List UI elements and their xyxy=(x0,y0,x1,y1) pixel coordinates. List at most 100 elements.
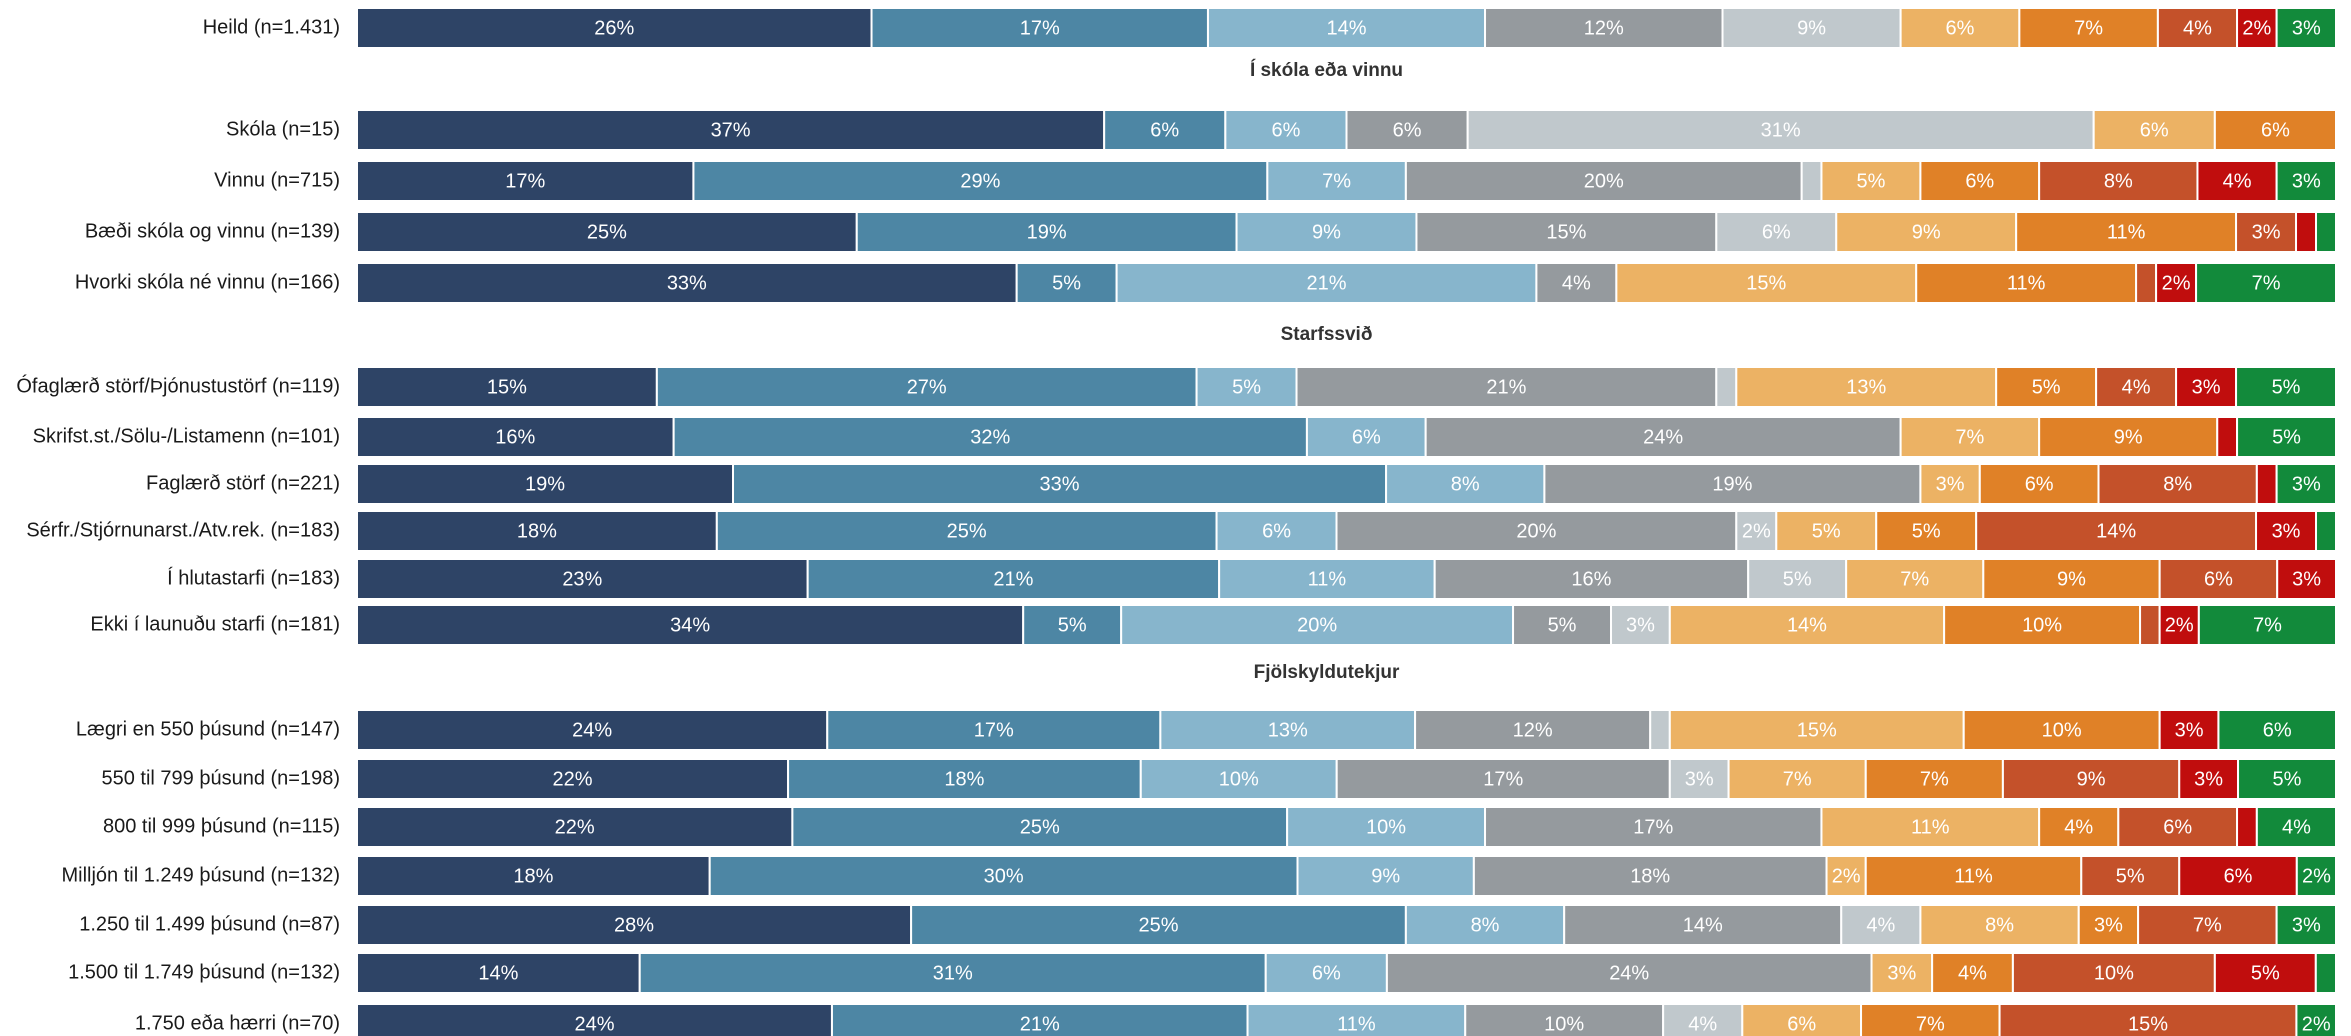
row-label: Milljón til 1.249 þúsund (n=132) xyxy=(61,864,340,886)
bar-segment xyxy=(1266,160,1407,202)
bar-segment xyxy=(1899,416,2041,458)
bar-row: 1.250 til 1.499 þúsund (n=87) 28% 25% 8% 14%… xyxy=(79,904,2337,946)
data-label: 7% xyxy=(1916,1013,1945,1035)
data-label: 11% xyxy=(2107,221,2146,243)
data-label: 5% xyxy=(2032,376,2061,398)
data-label: 7% xyxy=(1955,426,1984,448)
bar-row: Faglærð störf (n=221) 19% 33% 8% 19% 3% 6% 8% 3% xyxy=(146,463,2337,505)
bar-row: Heild (n=1.431) 26% 17% 14% 12% 9% 6% 7% 4% 2% 3% xyxy=(203,7,2337,49)
data-label: 30% xyxy=(984,865,1024,887)
bar-segment xyxy=(1295,366,1718,408)
bar-segment xyxy=(2139,604,2161,646)
bar-row: Hvorki skóla né vinnu (n=166) 33% 5% 21% 4% 1… xyxy=(75,262,2338,304)
bar-segment xyxy=(1424,416,1902,458)
bar-segment xyxy=(1235,211,1418,253)
data-label: 34% xyxy=(670,614,710,636)
bar-segment xyxy=(1512,604,1613,646)
bar-segment xyxy=(1535,262,1618,304)
data-label: 7% xyxy=(2074,17,2103,39)
data-label: 6% xyxy=(1946,17,1975,39)
data-label: 4% xyxy=(1688,1013,1717,1035)
data-label: 6% xyxy=(2261,119,2290,141)
row-label: Faglærð störf (n=221) xyxy=(146,472,340,494)
bar-segment xyxy=(1899,7,2021,49)
bar-segment xyxy=(870,7,1209,49)
data-label: 3% xyxy=(2292,914,2321,936)
data-label: 3% xyxy=(2252,221,2281,243)
bar-segment xyxy=(2195,262,2338,304)
data-label: 3% xyxy=(1685,768,1714,790)
bar-row: Sérfr./Stjórnunarst./Atv.rek. (n=183) 18%… xyxy=(26,510,2338,552)
row-label: 800 til 999 þúsund (n=115) xyxy=(103,815,340,837)
data-label: 6% xyxy=(2163,816,2192,838)
bar-row: 550 til 799 þúsund (n=198) 22% 18% 10% 17% 3%… xyxy=(101,758,2338,800)
data-label: 19% xyxy=(1712,473,1752,495)
bar-segment xyxy=(1995,366,2098,408)
bar-segment xyxy=(2213,109,2338,151)
data-label: 9% xyxy=(2077,768,2106,790)
data-label: 6% xyxy=(1271,119,1300,141)
bar-segment xyxy=(356,211,858,253)
bar-segment xyxy=(2255,463,2278,505)
data-label: 25% xyxy=(1020,816,1060,838)
bar-segment xyxy=(672,416,1308,458)
data-label: 2% xyxy=(1832,865,1861,887)
bar-segment xyxy=(2276,558,2337,600)
data-label: 28% xyxy=(614,914,654,936)
bar-segment xyxy=(1668,709,1965,751)
data-label: 4% xyxy=(1866,914,1895,936)
bar-segment xyxy=(1414,709,1652,751)
bar-segment xyxy=(1246,1003,1467,1036)
bar-segment xyxy=(1715,211,1838,253)
bar-segment xyxy=(2237,758,2338,800)
bar-segment xyxy=(1472,855,1828,897)
data-label: 7% xyxy=(2252,272,2281,294)
bar-row: 800 til 999 þúsund (n=115) 22% 25% 10% 17% 11… xyxy=(103,806,2338,848)
bar-row: 1.750 eða hærri (n=70) 24% 21% 11% 10% 4% 6% 7%… xyxy=(135,1003,2337,1036)
bar-segment xyxy=(1484,806,1823,848)
data-label: 4% xyxy=(2064,816,2093,838)
data-label: 37% xyxy=(711,119,751,141)
row-label: Ófaglærð störf/Þjónustustörf (n=119) xyxy=(16,374,340,397)
data-label: 9% xyxy=(1371,865,1400,887)
data-label: 2% xyxy=(2242,17,2271,39)
data-label: 11% xyxy=(1954,865,1993,887)
row-label: Skrifst.st./Sölu-/Listamenn (n=101) xyxy=(33,425,340,447)
bar-segment xyxy=(356,510,718,552)
bar-segment xyxy=(1735,366,1998,408)
data-label: 25% xyxy=(587,221,627,243)
data-label: 13% xyxy=(1268,719,1308,741)
data-label: 18% xyxy=(1630,865,1670,887)
bar-segment xyxy=(692,160,1269,202)
data-label: 6% xyxy=(1352,426,1381,448)
bar-segment xyxy=(2315,510,2338,552)
data-label: 11% xyxy=(1911,816,1950,838)
data-label: 6% xyxy=(1312,962,1341,984)
bar-row: Ófaglærð störf/Þjónustustörf (n=119) 15% 2… xyxy=(16,366,2338,408)
data-label: 14% xyxy=(1326,17,1366,39)
row-label: 1.250 til 1.499 þúsund (n=87) xyxy=(79,913,340,935)
data-label: 15% xyxy=(487,376,527,398)
data-label: 20% xyxy=(1297,614,1337,636)
data-label: 9% xyxy=(2057,568,2086,590)
data-label: 15% xyxy=(1746,272,1786,294)
bar-segment xyxy=(1215,510,1338,552)
section-title: Fjölskyldutekjur xyxy=(1254,662,1400,683)
bar-segment xyxy=(1195,366,1298,408)
bar-segment xyxy=(2275,7,2337,49)
data-label: 10% xyxy=(1544,1013,1584,1035)
data-label: 20% xyxy=(1516,520,1556,542)
bar-segment xyxy=(2235,211,2298,253)
data-label: 5% xyxy=(2251,962,2280,984)
bar-segment xyxy=(2117,806,2239,848)
data-label: 31% xyxy=(1761,119,1801,141)
bar-segment xyxy=(2255,510,2318,552)
bar-segment xyxy=(2236,7,2278,49)
data-label: 19% xyxy=(1027,221,1067,243)
bar-row: Í hlutastarfi (n=183) 23% 21% 11% 16% 5% 7% 9% 6… xyxy=(167,558,2337,600)
bar-segment xyxy=(1845,558,1985,600)
bar-segment xyxy=(1543,463,1922,505)
data-label: 5% xyxy=(1058,614,1087,636)
bar-segment xyxy=(1662,1003,1744,1036)
bar-segment xyxy=(1464,1003,1665,1036)
